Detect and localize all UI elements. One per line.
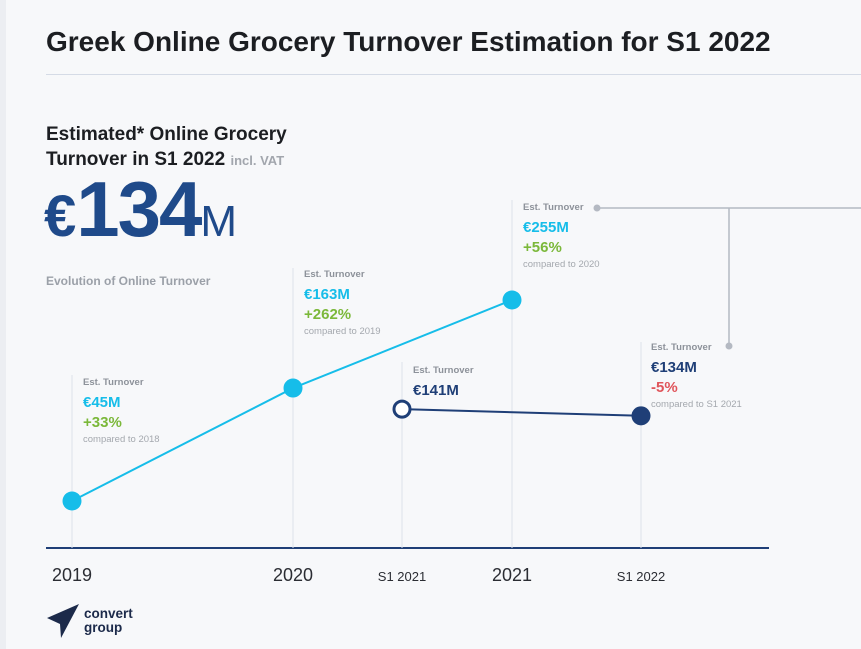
title-divider [46,74,861,75]
data-label-s1-2022: Est. Turnover €134M -5% compared to S1 2021 [651,343,742,409]
label-key-2020: Est. Turnover [304,269,365,280]
label-change-2019: +33% [83,413,122,431]
point-2020 [283,378,303,398]
label-value-2020: €163M [304,285,350,303]
point-2021 [502,290,522,310]
label-compared-2019: compared to 2018 [83,433,160,445]
label-value-2021: €255M [523,218,569,236]
connector-dot-start [593,204,601,212]
headline-line-2: Turnover in S1 2022 incl. VAT [46,147,287,173]
point-s1-2022 [631,406,651,426]
label-key-s1-2021: Est. Turnover [413,365,474,376]
x-tick-s1-2022: S1 2022 [616,569,666,584]
logo-text: convert group [84,606,133,635]
page-edge [0,0,6,649]
logo-arrow-icon [47,604,79,638]
data-label-s1-2021: Est. Turnover €141M [413,366,474,398]
point-2019 [62,491,82,511]
big-value-currency: € [44,184,77,249]
label-change-s1-2022: -5% [651,378,678,396]
label-change-2021: +56% [523,238,562,256]
chart-subheading: Evolution of Online Turnover [46,274,211,288]
connector-dot-end [725,342,733,350]
label-key-2021: Est. Turnover [523,202,584,213]
data-label-2021: Est. Turnover €255M +56% compared to 2020 [523,203,600,269]
headline: Estimated* Online Grocery Turnover in S1… [46,122,287,173]
label-compared-2020: compared to 2019 [304,325,381,337]
big-value-number: 134 [76,165,202,253]
label-key-s1-2022: Est. Turnover [651,342,712,353]
x-tick-s1-2021: S1 2021 [377,569,427,584]
x-tick-2019: 2019 [51,565,93,585]
x-tick-2020: 2020 [272,565,314,585]
label-compared-s1-2022: compared to S1 2021 [651,398,742,410]
label-change-2020: +262% [304,305,352,323]
convert-group-logo: convert group [46,604,156,640]
big-turnover-value: €134M [44,170,237,248]
headline-line-1: Estimated* Online Grocery [46,124,287,145]
label-compared-2021: compared to 2020 [523,258,600,270]
label-value-2019: €45M [83,393,121,411]
point-s1-2021 [392,399,412,419]
headline-line-2-text: Turnover in S1 2022 [46,149,226,170]
data-label-2019: Est. Turnover €45M +33% compared to 2018 [83,378,160,444]
page-title: Greek Online Grocery Turnover Estimation… [46,26,771,57]
label-value-s1-2022: €134M [651,358,697,376]
semester-series-line [401,408,642,417]
label-key-2019: Est. Turnover [83,377,144,388]
data-label-2020: Est. Turnover €163M +262% compared to 2019 [304,270,381,336]
vat-note: incl. VAT [230,153,285,168]
big-value-unit: M [200,197,238,246]
label-value-s1-2021: €141M [413,381,459,399]
x-tick-2021: 2021 [491,565,533,585]
